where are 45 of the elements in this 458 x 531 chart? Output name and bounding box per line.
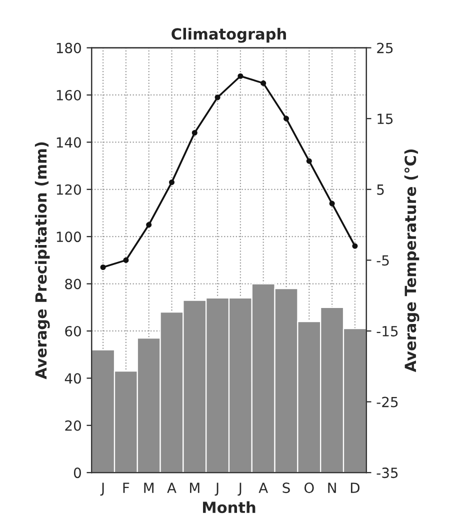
point <box>329 200 335 206</box>
y-tick-label: 100 <box>56 232 81 242</box>
point <box>146 222 152 228</box>
y2-tick-label: -25 <box>376 396 398 408</box>
y-axis-title: Average Precipitation (mm) <box>34 142 50 380</box>
x-tick-label: S <box>282 482 290 494</box>
x-tick-label: N <box>328 482 336 493</box>
point <box>306 158 312 164</box>
x-tick-label: J <box>238 482 242 496</box>
x-tick-label: J <box>100 482 104 496</box>
y2-axis-title: Average Temperature (°C) <box>404 149 420 372</box>
point <box>238 73 244 79</box>
x-tick-label: D <box>350 482 360 493</box>
x-tick-label: A <box>167 482 176 493</box>
x-axis-title: Month <box>203 501 256 514</box>
point <box>192 130 198 136</box>
x-tick-label: F <box>123 482 130 493</box>
y-tick-label: 60 <box>65 326 81 336</box>
point <box>260 80 266 86</box>
point <box>100 264 106 270</box>
y-tick-label: 160 <box>56 90 81 100</box>
y2-tick-label: -5 <box>376 255 389 266</box>
y-tick-label: 0 <box>74 468 81 478</box>
point <box>123 257 129 263</box>
y-tick-label: 40 <box>64 373 81 384</box>
point <box>283 116 290 122</box>
y-tick-label: 180 <box>56 42 81 54</box>
x-tick-label: A <box>258 482 268 493</box>
y2-tick-label: -35 <box>376 468 398 478</box>
y-tick-label: 80 <box>65 278 81 290</box>
x-tick-label: M <box>144 482 154 493</box>
y-tick-label: 140 <box>56 137 81 148</box>
y2-tick-label: 25 <box>377 42 393 54</box>
point <box>352 243 358 249</box>
x-tick-label: O <box>304 482 314 494</box>
point <box>168 180 175 186</box>
y2-tick-label: 15 <box>378 114 393 124</box>
x-tick-label: M <box>190 482 200 493</box>
y2-tick-label: 5 <box>377 184 384 195</box>
chart-title: Climatograph <box>172 28 286 43</box>
x-tick-label: J <box>214 482 218 496</box>
y-tick-label: 120 <box>56 184 81 195</box>
y2-tick-label: -15 <box>376 326 398 336</box>
y-tick-label: 20 <box>65 420 81 431</box>
point <box>214 94 220 100</box>
